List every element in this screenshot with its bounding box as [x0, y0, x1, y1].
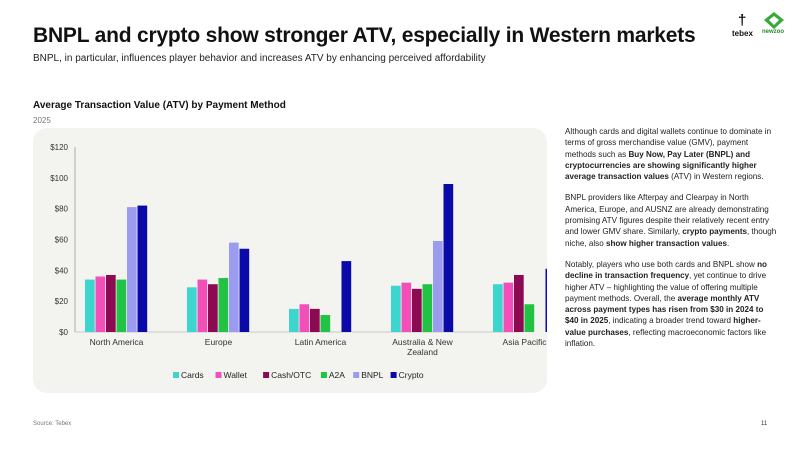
bar-cards [187, 287, 197, 332]
x-category-label: North America [90, 337, 144, 347]
bar-crypto [341, 261, 352, 332]
brand-logos: † tebex newzoo [732, 12, 792, 42]
y-tick-label: $60 [55, 236, 69, 245]
commentary-run: higher-value purchases [565, 316, 761, 337]
commentary-run: , yet continue to drive higher ATV – hig… [565, 271, 767, 303]
page-number: 11 [761, 421, 768, 427]
legend-swatch-a2a [320, 372, 327, 378]
x-category-label: Asia Pacific [503, 337, 547, 347]
commentary-run: Notably, players who use both cards and … [565, 259, 758, 269]
bar-wallet [197, 279, 208, 332]
bar-cash-otc [412, 288, 422, 332]
bar-crypto [137, 205, 148, 332]
newzoo-logo: newzoo [762, 12, 788, 42]
legend-label: Wallet [224, 370, 248, 380]
bar-a2a [422, 284, 433, 332]
chart-panel [33, 128, 547, 393]
bar-crypto [239, 248, 250, 332]
bar-crypto [545, 268, 547, 332]
source-note: Source: Tebex [33, 421, 72, 427]
newzoo-diamond-icon [764, 12, 784, 29]
commentary-run: no decline in transaction frequency [565, 259, 767, 281]
y-tick-label: $0 [59, 328, 68, 337]
commentary-run: average monthly ATV across payment types… [565, 293, 764, 326]
atv-bar-chart: $0 $20 $40 $60 $80 $100 $120 North America Europ… [50, 143, 547, 380]
bar-a2a [218, 278, 229, 332]
y-tick-label: $40 [55, 266, 69, 275]
chart-subtitle: 2025 [33, 116, 51, 125]
commentary: Although cards and digital wallets conti… [565, 126, 777, 359]
page-subtitle: BNPL, in particular, influences player b… [33, 53, 486, 64]
commentary-run: crypto payments [682, 227, 748, 237]
bar-cash-otc [106, 274, 116, 332]
commentary-run: Buy Now, Pay Later (BNPL) and cryptocurr… [565, 149, 757, 182]
commentary-run: , reflecting macroeconomic factors like … [565, 327, 767, 349]
commentary-run: , though niche, also [565, 227, 777, 248]
commentary-run: , indicating a broader trend toward [608, 316, 734, 326]
legend-label: A2A [329, 370, 345, 380]
bar-cash-otc [514, 274, 524, 332]
x-category-label: Australia & New [392, 337, 453, 347]
commentary-run: BNPL providers like Afterpay and Clearpa… [565, 193, 770, 237]
bar-wallet [401, 282, 412, 332]
bar-cards [493, 284, 503, 332]
legend-swatch-cash-otc [263, 372, 270, 378]
commentary-run: Although cards and digital wallets conti… [565, 127, 772, 159]
bar-cards [391, 285, 401, 332]
tebex-glyph-icon: † [738, 12, 747, 29]
commentary-run: show higher transaction values [605, 238, 727, 248]
bar-a2a [320, 315, 331, 332]
commentary-run: . [726, 238, 730, 248]
bar-wallet [95, 276, 106, 332]
tebex-wordmark: tebex [732, 29, 753, 38]
legend-swatch-bnpl [353, 372, 360, 378]
bar-cash-otc [310, 308, 320, 332]
bar-wallet [503, 282, 514, 332]
legend-label: Cards [181, 370, 204, 380]
commentary-paragraph-2: BNPL providers like Afterpay and Clearpa… [565, 192, 777, 248]
chart-title: Average Transaction Value (ATV) by Payme… [33, 100, 286, 111]
legend-swatch-wallet [215, 372, 222, 378]
bar-a2a [116, 279, 127, 332]
y-tick-label: $20 [55, 297, 69, 306]
x-category-label: Europe [205, 337, 233, 347]
commentary-run: (ATV) in Western regions. [668, 172, 764, 182]
x-category-label: Zealand [407, 347, 438, 357]
legend-label: Crypto [399, 370, 424, 380]
bar-bnpl [229, 242, 239, 332]
legend-swatch-cards [173, 372, 179, 378]
x-category-label: Latin America [295, 337, 347, 347]
legend-label: Cash/OTC [271, 370, 311, 380]
bar-cards [289, 308, 299, 332]
legend-label: BNPL [361, 370, 383, 380]
y-tick-label: $120 [50, 143, 68, 152]
bar-cash-otc [208, 284, 218, 332]
bar-a2a [524, 304, 535, 332]
bar-bnpl [127, 207, 137, 332]
bar-cards [85, 279, 95, 332]
commentary-paragraph-1: Although cards and digital wallets conti… [565, 126, 777, 182]
legend-swatch-crypto [390, 372, 397, 378]
commentary-paragraph-3: Notably, players who use both cards and … [565, 259, 777, 349]
bar-bnpl [433, 241, 443, 332]
bar-wallet [299, 304, 310, 332]
newzoo-wordmark: newzoo [762, 29, 784, 35]
page-title: BNPL and crypto show stronger ATV, espec… [33, 24, 696, 47]
y-tick-label: $100 [50, 174, 68, 183]
tebex-logo: † tebex [732, 12, 758, 42]
bar-crypto [443, 184, 454, 332]
y-tick-label: $80 [55, 205, 69, 214]
